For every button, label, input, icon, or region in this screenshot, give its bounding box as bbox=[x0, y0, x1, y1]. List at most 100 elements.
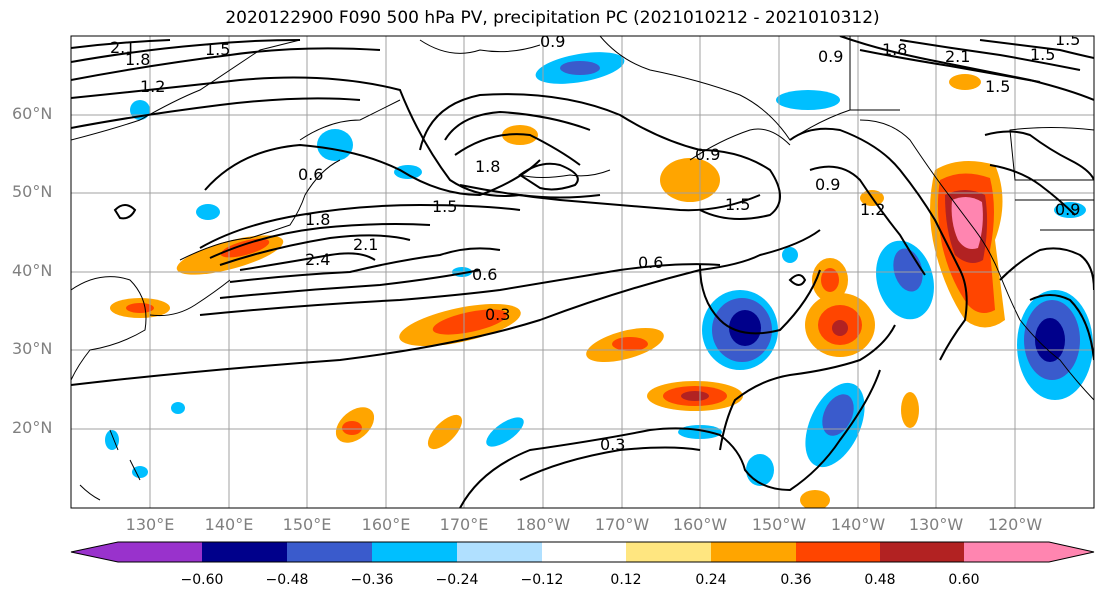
colorbar-tick-label: 0.12 bbox=[610, 572, 642, 588]
contour-label: 2.1 bbox=[110, 38, 135, 57]
colorbar-tick-label: −0.24 bbox=[435, 572, 479, 588]
colorbar-tick-label: 0.48 bbox=[864, 572, 896, 588]
latitude-label: 20°N bbox=[12, 418, 53, 437]
precip-anomaly bbox=[949, 74, 981, 90]
contour-label: 1.5 bbox=[205, 40, 230, 59]
contour-label: 1.8 bbox=[475, 157, 500, 176]
colorbar-tick-label: 0.36 bbox=[780, 572, 812, 588]
precip-anomaly bbox=[776, 90, 840, 110]
precip-anomaly bbox=[132, 466, 148, 478]
precip-anomaly bbox=[832, 320, 848, 336]
contour-label: 1.5 bbox=[1030, 45, 1055, 64]
colorbar-segment bbox=[287, 542, 372, 562]
contour-label: 1.2 bbox=[140, 77, 165, 96]
precip-anomaly bbox=[800, 490, 830, 508]
latitude-label: 60°N bbox=[12, 104, 53, 123]
contour-label: 0.6 bbox=[638, 253, 663, 272]
colorbar-segment bbox=[711, 542, 796, 562]
contour-label: 0.9 bbox=[818, 47, 843, 66]
contour-label: 1.8 bbox=[305, 210, 330, 229]
colorbar-segment bbox=[626, 542, 711, 562]
map-content: 2.1 1.8 1.5 1.2 0.9 0.6 1.8 2.4 2.1 1.5 … bbox=[71, 30, 1094, 508]
longitude-label: 160°W bbox=[672, 515, 728, 534]
pv-contours bbox=[71, 36, 1094, 508]
contour-label: 0.9 bbox=[540, 32, 565, 51]
colorbar-segment bbox=[71, 542, 118, 562]
colorbar-segment bbox=[457, 542, 542, 562]
contour-label: 1.5 bbox=[725, 195, 750, 214]
precip-anomaly bbox=[486, 417, 524, 447]
longitude-label: 140°E bbox=[204, 515, 254, 534]
colorbar-tick-label: −0.36 bbox=[350, 572, 394, 588]
precip-anomaly bbox=[317, 129, 353, 161]
colorbar-segment bbox=[1049, 542, 1094, 562]
precip-anomaly bbox=[342, 421, 362, 435]
contour-label: 1.2 bbox=[860, 200, 885, 219]
longitude-label: 120°W bbox=[987, 515, 1043, 534]
colorbar-outline bbox=[70, 541, 1095, 563]
colorbar-segment bbox=[880, 542, 964, 562]
longitude-label: 160°E bbox=[361, 515, 411, 534]
map-title: 2020122900 F090 500 hPa PV, precipitatio… bbox=[225, 8, 880, 28]
latitude-label: 50°N bbox=[12, 182, 53, 201]
precip-anomaly bbox=[746, 454, 774, 486]
contour-label: 0.3 bbox=[485, 305, 510, 324]
colorbar-tick-label: 0.24 bbox=[695, 572, 727, 588]
contour-label: 0.6 bbox=[472, 265, 497, 284]
precip-anomaly bbox=[196, 204, 220, 220]
contour-label: 0.3 bbox=[600, 435, 625, 454]
latitude-label: 40°N bbox=[12, 261, 53, 280]
longitude-label: 130°W bbox=[908, 515, 964, 534]
precip-anomaly bbox=[560, 61, 600, 75]
coastlines bbox=[71, 36, 1094, 501]
precip-anomaly bbox=[427, 414, 463, 450]
precip-anomaly bbox=[729, 310, 761, 346]
precip-anomaly bbox=[822, 394, 854, 436]
precip-anomaly bbox=[171, 402, 185, 414]
colorbar-segment bbox=[542, 542, 626, 562]
precip-anomaly bbox=[612, 337, 648, 351]
contour-label: 0.9 bbox=[1055, 200, 1080, 219]
longitude-label: 170°W bbox=[594, 515, 650, 534]
contour-label: 2.4 bbox=[305, 250, 330, 269]
precip-anomaly bbox=[821, 268, 839, 292]
precip-anomaly bbox=[220, 238, 270, 258]
colorbar-segment bbox=[796, 542, 880, 562]
colorbar-segment bbox=[372, 542, 457, 562]
contour-label: 1.5 bbox=[1055, 30, 1080, 49]
longitude-label: 170°E bbox=[439, 515, 489, 534]
precip-anomaly bbox=[660, 158, 720, 202]
colorbar-segment bbox=[964, 542, 1049, 562]
longitude-label: 150°W bbox=[751, 515, 807, 534]
contour-label: 0.6 bbox=[298, 165, 323, 184]
precip-anomaly bbox=[901, 392, 919, 428]
gridlines bbox=[71, 36, 1094, 508]
longitude-label: 150°E bbox=[282, 515, 332, 534]
contour-label: 0.9 bbox=[815, 175, 840, 194]
colorbar-segment bbox=[118, 542, 203, 562]
colorbar-tick-label: −0.60 bbox=[180, 572, 224, 588]
colorbar-tick-label: −0.48 bbox=[265, 572, 309, 588]
contour-label: 0.9 bbox=[695, 145, 720, 164]
precip-anomaly bbox=[432, 309, 508, 335]
colorbar-tick-label: −0.12 bbox=[520, 572, 564, 588]
contour-label: 1.8 bbox=[882, 40, 907, 59]
longitude-label: 130°E bbox=[125, 515, 175, 534]
contour-label: 1.5 bbox=[432, 197, 457, 216]
colorbar-segment bbox=[202, 542, 287, 562]
colorbar-tick-label: 0.60 bbox=[948, 572, 980, 588]
longitude-label: 140°W bbox=[830, 515, 886, 534]
map-frame bbox=[70, 35, 1095, 509]
precip-anomaly bbox=[681, 391, 709, 401]
precip-anomaly bbox=[1035, 318, 1065, 362]
precip-anomaly bbox=[126, 303, 154, 313]
contour-label: 1.8 bbox=[125, 50, 150, 69]
colorbar bbox=[70, 541, 1095, 563]
precip-anomaly bbox=[394, 165, 422, 179]
precip-anomaly bbox=[782, 247, 798, 263]
longitude-label: 180°W bbox=[515, 515, 571, 534]
contour-labels: 2.1 1.8 1.5 1.2 0.9 0.6 1.8 2.4 2.1 1.5 … bbox=[110, 30, 1080, 454]
contour-label: 1.5 bbox=[985, 77, 1010, 96]
latitude-label: 30°N bbox=[12, 339, 53, 358]
